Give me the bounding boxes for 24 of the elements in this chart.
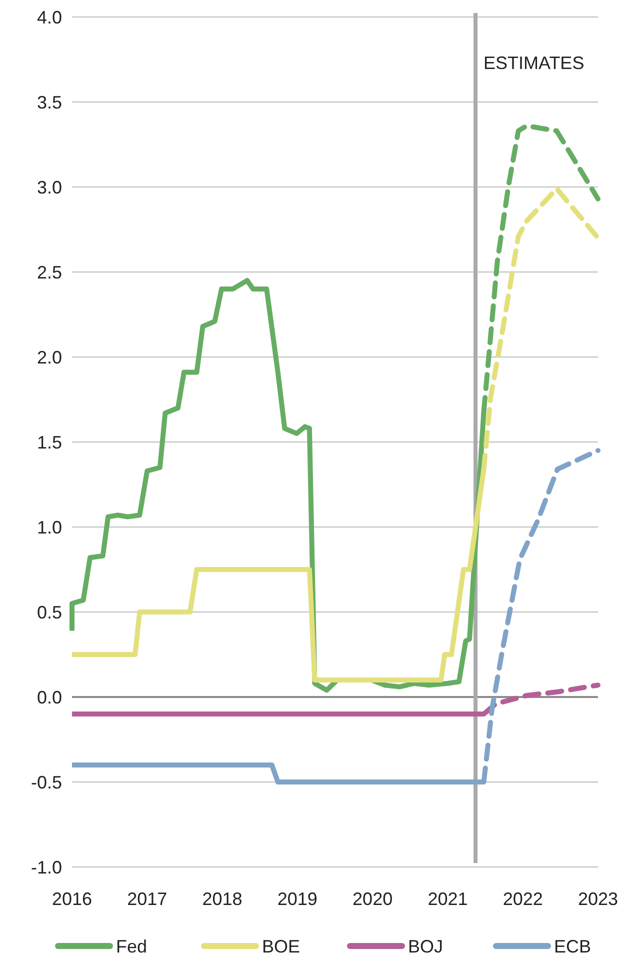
x-tick-label: 2020 — [352, 889, 393, 909]
legend-label: Fed — [116, 936, 148, 956]
y-tick-label: 1.5 — [36, 432, 62, 452]
x-tick-label: 2023 — [578, 889, 618, 909]
x-tick-label: 2022 — [502, 889, 543, 909]
y-tick-label: 0.0 — [36, 687, 62, 708]
y-tick-label: 4.0 — [36, 7, 62, 28]
legend-label: BOJ — [408, 936, 444, 956]
y-tick-label: 1.0 — [36, 517, 62, 538]
x-tick-label: 2017 — [127, 889, 168, 909]
y-tick-label: 3.5 — [36, 92, 62, 112]
y-tick-label: 2.0 — [36, 347, 62, 368]
x-tick-label: 2016 — [52, 889, 92, 909]
ref-line-label: ESTIMATES — [484, 53, 584, 73]
x-tick-label: 2019 — [277, 889, 318, 909]
y-tick-label: 3.0 — [36, 177, 62, 198]
y-tick-label: 0.5 — [36, 602, 62, 622]
y-tick-label: 2.5 — [36, 262, 62, 282]
x-tick-label: 2021 — [428, 889, 468, 909]
legend-label: BOE — [262, 936, 300, 956]
y-tick-label: -1.0 — [30, 857, 62, 878]
y-tick-label: -0.5 — [30, 772, 62, 792]
x-tick-label: 2018 — [202, 889, 242, 909]
legend-label: ECB — [554, 936, 592, 956]
